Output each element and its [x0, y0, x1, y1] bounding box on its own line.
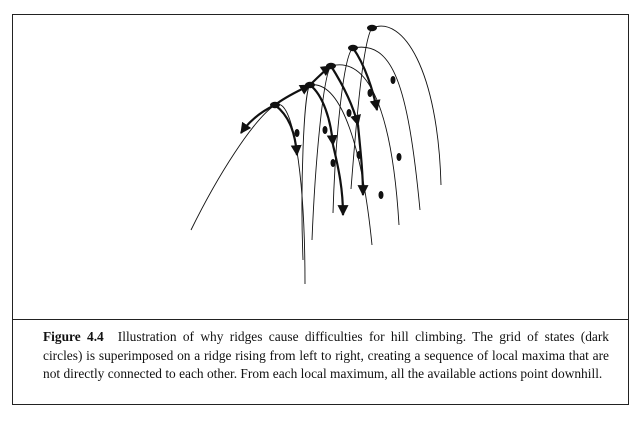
caption-divider: [13, 319, 628, 320]
state-dot: [294, 129, 300, 137]
state-dot: [322, 126, 328, 134]
state-dot: [270, 101, 280, 109]
downhill-arrows: [240, 47, 381, 217]
arrow-down-4: [352, 47, 381, 112]
arrow-down-3: [330, 65, 361, 127]
arrow-down-2b: [331, 144, 349, 217]
state-dot: [367, 89, 373, 97]
ridge-curve-3: [311, 64, 400, 241]
state-dot: [305, 81, 315, 89]
arrow-down-1: [274, 104, 302, 157]
figure-caption-text: Illustration of why ridges cause difficu…: [43, 329, 609, 381]
state-dot: [396, 153, 402, 161]
arrow-max2-to-max3: [309, 65, 332, 86]
state-dot: [356, 151, 362, 159]
state-dot: [367, 24, 377, 32]
ridge-curve-5: [350, 25, 442, 190]
state-dot: [390, 76, 396, 84]
arrow-max1-to-max2: [274, 84, 311, 106]
state-grid: [270, 24, 402, 199]
state-dot: [378, 191, 384, 199]
ridge-curve-4: [332, 46, 421, 214]
ridge-diagram: [190, 24, 442, 285]
state-dot: [348, 44, 358, 52]
state-dot: [346, 109, 352, 117]
state-dot: [330, 159, 336, 167]
ridge-curve-1: [190, 103, 306, 285]
ridge-curves: [190, 25, 442, 285]
state-dot: [326, 62, 336, 70]
figure-frame: Figure 4.4 Illustration of why ridges cau…: [12, 14, 629, 405]
arrow-left-downhill: [240, 104, 276, 134]
arrow-down-2: [309, 84, 338, 147]
figure-label: Figure 4.4: [43, 329, 104, 344]
arrow-down-3b: [356, 124, 369, 197]
figure-caption: Figure 4.4 Illustration of why ridges cau…: [43, 328, 609, 384]
